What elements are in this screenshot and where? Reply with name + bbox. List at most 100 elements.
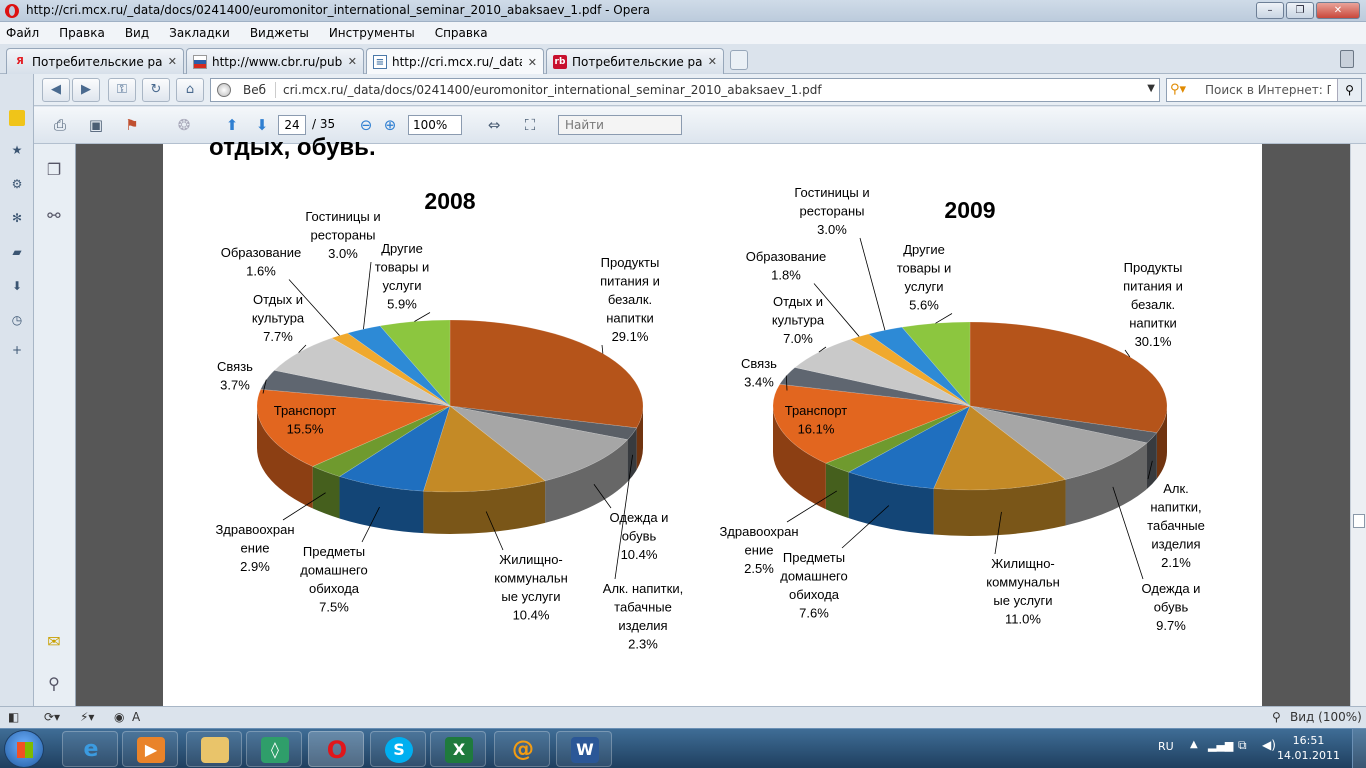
taskbar-explorer[interactable] [186, 731, 242, 767]
taskbar-mail[interactable]: @ [494, 731, 550, 767]
comment-icon[interactable]: ❂ [177, 116, 191, 134]
tab-2[interactable]: http://www.cbr.ru/pub… ✕ [186, 48, 364, 74]
comments-icon[interactable]: ✉ [47, 632, 61, 651]
pie-side-household [339, 476, 424, 534]
add-panel-icon[interactable]: + [11, 343, 23, 357]
leader-line [614, 454, 633, 580]
search-engine-icon[interactable]: ⚲▾ [1170, 82, 1187, 97]
page-up-icon[interactable]: ⬆ [225, 116, 239, 134]
taskbar-media[interactable]: ▶ [122, 731, 178, 767]
tab-close-icon[interactable]: ✕ [347, 55, 357, 68]
chart-title: 2008 [424, 188, 475, 214]
attachments-icon[interactable]: ⚲ [48, 674, 60, 693]
share-icon[interactable]: ⚑ [125, 116, 139, 134]
slice-label-alcohol: Алк. напитки, табачные изделия 2.1% [1147, 481, 1205, 570]
minimize-button[interactable]: – [1256, 2, 1284, 19]
notes-panel-icon[interactable]: ▰ [12, 245, 22, 259]
tab-close-icon[interactable]: ✕ [167, 55, 177, 68]
tray-arrow-icon[interactable]: ▲ [1190, 739, 1198, 750]
window-controls: – ❐ ✕ [1256, 2, 1360, 19]
clock[interactable]: 16:51 14.01.2011 [1277, 733, 1340, 763]
folder-icon [201, 737, 229, 763]
tab-1[interactable]: Я Потребительские рас… ✕ [6, 48, 184, 74]
settings-icon[interactable]: ⚙ [11, 177, 23, 191]
forward-button[interactable]: ▶ [72, 78, 100, 102]
address-field[interactable]: Веб cri.mcx.ru/_data/docs/0241400/euromo… [210, 78, 1160, 102]
fit-page-icon[interactable]: ⛶ [524, 116, 536, 134]
taskbar-opera[interactable]: O [308, 731, 364, 767]
slice-label-clothing: Одежда и обувь 10.4% [610, 510, 669, 562]
address-dropdown-icon[interactable]: ▼ [1147, 83, 1155, 94]
opera-logo-icon[interactable] [5, 4, 19, 18]
vertical-scrollbar[interactable] [1350, 144, 1366, 706]
content-icon[interactable]: ◉ [114, 710, 125, 724]
tab-4[interactable]: rb Потребительские рас… ✕ [546, 48, 724, 74]
tab-label: Потребительские рас… [572, 54, 702, 69]
page-number-input[interactable]: 24 [278, 115, 306, 135]
search-field[interactable]: ⚲▾ Поиск в Интернет: Поі ⚲ [1166, 78, 1362, 102]
slice-label-other: Другие товары и услуги 5.6% [897, 242, 951, 313]
page-down-icon[interactable]: ⬇ [255, 116, 269, 134]
zoom-label[interactable]: Вид (100%) [1290, 710, 1362, 724]
home-button[interactable]: ⌂ [176, 78, 204, 102]
notes-icon[interactable] [9, 110, 25, 126]
taskbar-ie[interactable]: e [62, 731, 118, 767]
close-button[interactable]: ✕ [1316, 2, 1360, 19]
reload-button[interactable]: ↻ [142, 78, 170, 102]
menu-tools[interactable]: Инструменты [328, 26, 415, 40]
search-icon[interactable]: ⚲ [1337, 79, 1361, 101]
sync-icon[interactable]: ⟳▾ [44, 710, 61, 724]
tab-close-icon[interactable]: ✕ [707, 55, 717, 68]
trash-icon[interactable] [1340, 50, 1354, 68]
network-icon[interactable]: ⧉ [1238, 738, 1247, 752]
taskbar-word[interactable]: W [556, 731, 612, 767]
taskbar-skype[interactable]: S [370, 731, 426, 767]
language-indicator[interactable]: RU [1158, 740, 1174, 753]
back-button[interactable]: ◀ [42, 78, 70, 102]
find-input[interactable]: Найти [558, 115, 682, 135]
tab-close-icon[interactable]: ✕ [527, 55, 537, 69]
menu-file[interactable]: Файл [6, 26, 40, 40]
leader-line [841, 505, 890, 549]
scrollbar-thumb[interactable] [1353, 514, 1365, 528]
taskbar-excel[interactable]: X [430, 731, 486, 767]
fit-width-icon[interactable]: ⇔ [487, 116, 501, 134]
menu-bookmarks[interactable]: Закладки [169, 26, 230, 40]
zoom-icon[interactable]: ⚲ [1272, 710, 1281, 724]
wand-key-icon[interactable]: ⚿ [108, 78, 136, 102]
binoculars-icon[interactable]: ⚯ [47, 206, 61, 225]
restore-button[interactable]: ❐ [1286, 2, 1314, 19]
downloads-icon[interactable]: ⬇ [11, 279, 23, 293]
show-desktop-button[interactable] [1352, 729, 1366, 768]
signal-icon[interactable]: ▂▄▆ [1208, 739, 1234, 752]
menu-edit[interactable]: Правка [59, 26, 105, 40]
transfers-icon[interactable]: ✻ [11, 211, 23, 225]
history-icon[interactable]: ◷ [11, 313, 23, 327]
tab-label: Потребительские рас… [32, 54, 162, 69]
tab-3-active[interactable]: ≡ http://cri.mcx.ru/_data… ✕ [366, 48, 544, 75]
menu-view[interactable]: Вид [124, 26, 150, 40]
pie-chart-2008: 2008 Продукты питания и безалк. напитки 29.1%… [215, 188, 683, 652]
zoom-out-icon[interactable]: ⊖ [359, 116, 373, 134]
url-text[interactable]: cri.mcx.ru/_data/docs/0241400/euromonito… [283, 83, 822, 97]
bookmarks-icon[interactable]: ★ [11, 143, 23, 157]
menu-help[interactable]: Справка [434, 26, 488, 40]
panel-toggle-icon[interactable]: ◧ [8, 710, 20, 724]
zoom-in-icon[interactable]: ⊕ [383, 116, 397, 134]
pages-icon[interactable]: ❐ [46, 160, 62, 179]
start-button[interactable] [4, 730, 44, 768]
status-mode[interactable]: A [132, 710, 141, 724]
new-tab-button[interactable] [730, 50, 748, 70]
taskbar-app[interactable]: ◊ [246, 731, 302, 767]
menu-widgets[interactable]: Виджеты [249, 26, 309, 40]
pie-slice-alcohol [969, 405, 1158, 444]
volume-icon[interactable]: ◀) [1262, 738, 1276, 752]
print-icon[interactable]: ⎙ [53, 116, 66, 134]
pie-slice-utilities [933, 405, 1067, 491]
pie-side-food [1156, 406, 1167, 479]
zoom-select[interactable]: 100% [408, 115, 462, 135]
turbo-icon[interactable]: ⚡▾ [80, 710, 95, 724]
save-icon[interactable]: ▣ [88, 116, 104, 134]
pie-slice-health [311, 405, 451, 477]
leader-line [288, 279, 340, 336]
